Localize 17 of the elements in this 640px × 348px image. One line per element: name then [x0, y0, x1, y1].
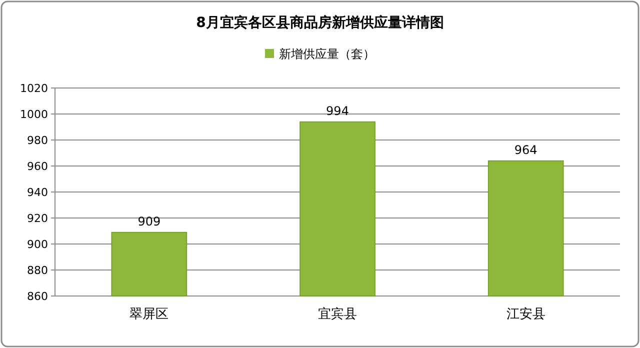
x-tick-label: 江安县	[506, 306, 546, 322]
chart-title: 8月宜宾各区县商品房新增供应量详情图	[196, 14, 444, 31]
y-tick-label: 1020	[20, 82, 48, 95]
x-tick-label: 宜宾县	[318, 306, 357, 322]
y-tick-label: 940	[27, 186, 48, 199]
y-tick-label: 880	[27, 264, 48, 277]
data-label: 964	[514, 142, 538, 157]
legend-label: 新增供应量（套）	[279, 47, 375, 61]
x-tick-label: 翠屏区	[130, 307, 169, 322]
y-tick-label: 900	[27, 238, 48, 251]
data-label: 909	[138, 214, 161, 228]
data-label: 994	[326, 104, 349, 118]
y-tick-label: 860	[27, 290, 48, 303]
y-tick-label: 980	[27, 134, 48, 147]
y-tick-label: 1000	[20, 108, 48, 121]
y-tick-label: 920	[27, 212, 48, 225]
y-tick-label: 960	[27, 160, 48, 173]
